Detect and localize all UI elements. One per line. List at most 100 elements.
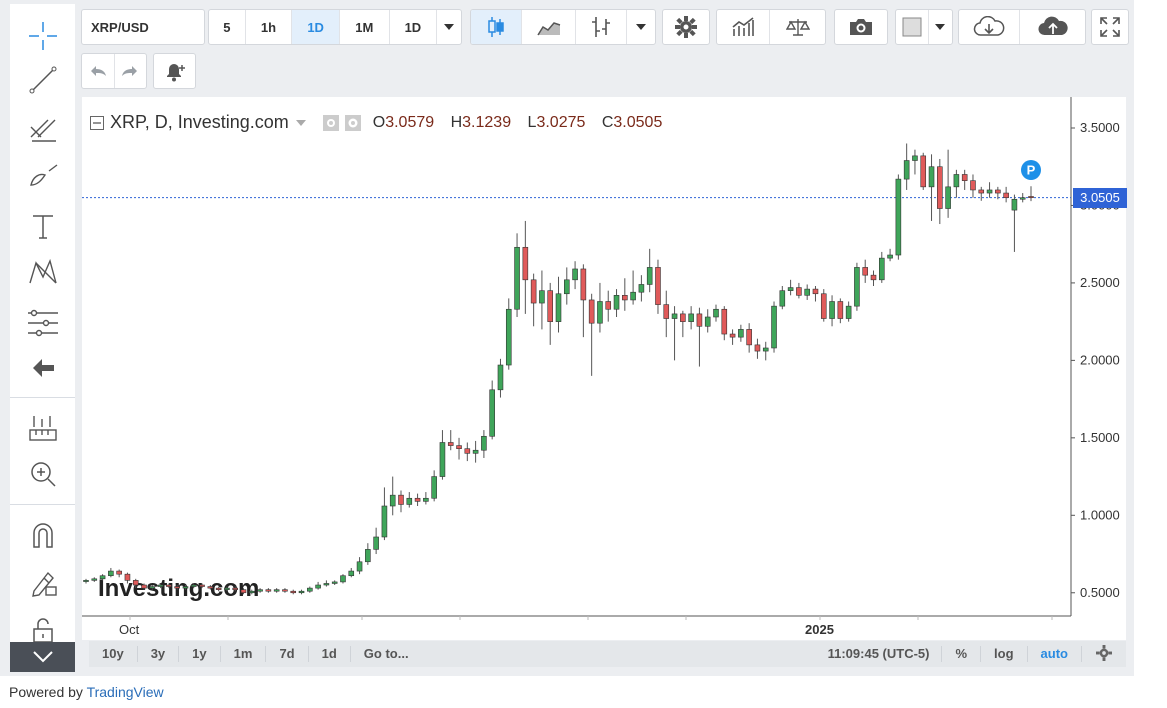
candle[interactable]	[680, 313, 686, 322]
back-arrow-icon[interactable]	[10, 348, 75, 388]
candle[interactable]	[895, 178, 902, 256]
candle[interactable]	[273, 589, 280, 592]
candle[interactable]	[771, 305, 777, 349]
price-chart[interactable]: Investing.com 3.50003.00002.50002.00001.…	[0, 0, 1134, 676]
candle[interactable]	[199, 584, 205, 587]
candle[interactable]	[157, 584, 164, 587]
candle[interactable]	[879, 257, 885, 281]
candle[interactable]	[630, 291, 636, 301]
candle[interactable]	[340, 575, 346, 583]
candle[interactable]	[854, 267, 860, 307]
candle[interactable]	[613, 295, 620, 310]
interval-1h[interactable]: 1h	[246, 10, 293, 44]
candle[interactable]	[903, 160, 910, 180]
tradingview-link[interactable]: TradingView	[86, 684, 164, 700]
range-1d[interactable]: 1d	[309, 646, 351, 662]
candle[interactable]	[713, 308, 719, 318]
redo-button[interactable]	[115, 54, 147, 88]
candle[interactable]	[539, 290, 545, 304]
candles-style-button[interactable]	[471, 10, 523, 44]
candle[interactable]	[166, 584, 172, 587]
legend-title[interactable]: XRP, D, Investing.com	[110, 112, 289, 132]
candle[interactable]	[149, 586, 156, 589]
indicators-button[interactable]	[717, 10, 771, 44]
candle[interactable]	[356, 561, 363, 572]
range-7d[interactable]: 7d	[266, 646, 309, 662]
candle[interactable]	[174, 586, 180, 589]
candle[interactable]	[754, 344, 761, 352]
candle[interactable]	[99, 575, 106, 580]
fib-tools-icon[interactable]	[10, 108, 75, 148]
candle[interactable]	[83, 580, 89, 582]
save-chart-button[interactable]	[1020, 10, 1085, 44]
measure-icon[interactable]	[10, 408, 75, 448]
candle[interactable]	[1028, 196, 1034, 198]
interval-1d[interactable]: 1D	[292, 10, 340, 44]
screenshot-button[interactable]	[835, 10, 887, 44]
gear-icon[interactable]	[344, 114, 361, 131]
color-swatch-button[interactable]	[896, 10, 929, 44]
candle[interactable]	[232, 587, 238, 590]
candle[interactable]	[331, 581, 338, 584]
candle[interactable]	[870, 274, 877, 281]
candle[interactable]	[141, 584, 147, 589]
candle[interactable]	[787, 287, 794, 291]
candle[interactable]	[762, 347, 769, 352]
range-1y[interactable]: 1y	[179, 646, 221, 662]
candle[interactable]	[738, 329, 744, 338]
candle[interactable]	[812, 288, 819, 295]
candle[interactable]	[721, 308, 728, 335]
candle[interactable]	[986, 189, 993, 194]
candle[interactable]	[572, 268, 578, 281]
candle[interactable]	[464, 448, 471, 454]
candle[interactable]	[887, 254, 893, 259]
candle[interactable]	[655, 267, 661, 305]
candle[interactable]	[307, 587, 313, 592]
candle[interactable]	[970, 180, 976, 191]
candle[interactable]	[671, 313, 678, 319]
bars-style-button[interactable]	[576, 10, 628, 44]
brush-icon[interactable]	[10, 156, 75, 196]
lock-drawing-icon[interactable]	[10, 562, 75, 602]
candle[interactable]	[820, 293, 827, 319]
candle[interactable]	[207, 586, 214, 589]
candle[interactable]	[472, 449, 479, 454]
candle[interactable]	[215, 587, 222, 590]
candle[interactable]	[796, 287, 802, 296]
candle[interactable]	[431, 476, 437, 499]
candle[interactable]	[323, 583, 330, 586]
candle[interactable]	[937, 166, 943, 209]
candle[interactable]	[116, 570, 122, 575]
candle[interactable]	[381, 505, 388, 538]
candle[interactable]	[497, 364, 504, 391]
candle[interactable]	[580, 268, 587, 301]
candle[interactable]	[389, 494, 396, 507]
chart-properties-button[interactable]	[1082, 644, 1126, 664]
range-1m[interactable]: 1m	[221, 646, 267, 662]
candle[interactable]	[124, 573, 131, 581]
crosshair-icon[interactable]	[10, 16, 75, 56]
candle[interactable]	[837, 301, 844, 319]
candle[interactable]	[481, 435, 487, 451]
pattern-tool-icon[interactable]	[10, 252, 75, 292]
candle[interactable]	[315, 584, 321, 589]
candle[interactable]	[1019, 197, 1026, 200]
candle[interactable]	[704, 316, 711, 327]
load-chart-button[interactable]	[959, 10, 1021, 44]
fullscreen-button[interactable]	[1092, 10, 1128, 44]
candle[interactable]	[290, 590, 297, 594]
candle[interactable]	[398, 494, 404, 505]
zoom-in-icon[interactable]	[10, 454, 75, 494]
clock-timezone[interactable]: 11:09:45 (UTC-5)	[816, 646, 943, 662]
candle[interactable]	[920, 155, 927, 188]
candle[interactable]	[588, 299, 595, 324]
chart-pane[interactable]	[82, 97, 1126, 640]
symbol-search-input[interactable]: XRP/USD	[81, 9, 205, 45]
style-dropdown[interactable]	[627, 10, 655, 44]
candle[interactable]	[456, 445, 462, 449]
candle[interactable]	[91, 578, 98, 581]
text-tool-icon[interactable]	[10, 206, 75, 246]
candle[interactable]	[224, 587, 230, 590]
candle[interactable]	[505, 308, 512, 366]
candle[interactable]	[829, 301, 835, 319]
